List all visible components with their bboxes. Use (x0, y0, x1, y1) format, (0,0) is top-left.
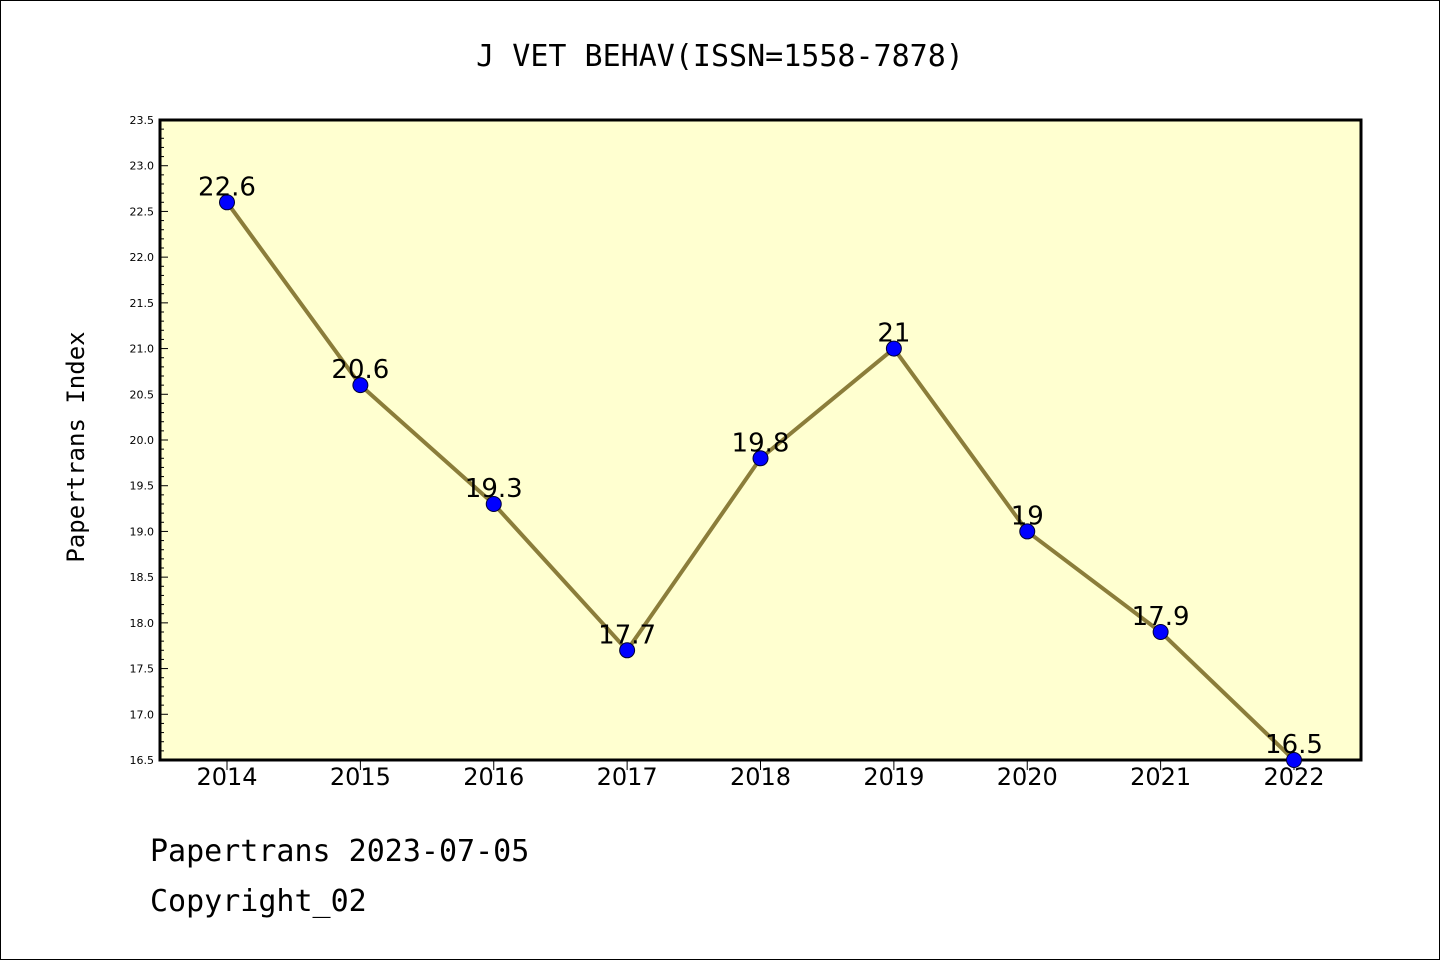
y-tick-label: 20.5 (130, 388, 155, 401)
data-label: 16.5 (1265, 730, 1323, 760)
data-points (219, 194, 1302, 768)
data-labels: 22.6 20.6 19.3 17.7 19.8 21 19 17.9 16.5 (198, 172, 1323, 760)
data-point (1286, 752, 1302, 768)
data-point (485, 496, 502, 512)
y-tick-label: 17.0 (130, 708, 155, 721)
y-tick-label: 17.5 (130, 663, 155, 676)
data-label: 19.8 (732, 428, 790, 458)
y-tick-label: 22.0 (130, 251, 155, 264)
data-point (1019, 523, 1036, 540)
x-tick-label: 2017 (597, 763, 658, 791)
footer-date: Papertrans 2023-07-05 (150, 834, 530, 869)
footer-copyright: Copyright_02 (150, 884, 367, 919)
data-label: 17.9 (1132, 602, 1190, 632)
y-tick-label: 22.5 (130, 205, 155, 218)
y-tick-label: 20.0 (130, 434, 155, 447)
x-tick-label: 2020 (997, 763, 1058, 791)
x-tick-label: 2016 (463, 763, 524, 791)
y-tick-label: 18.0 (130, 617, 155, 630)
y-tick-label: 23.5 (130, 114, 155, 127)
y-tick-label: 21.0 (130, 343, 155, 356)
x-tick-label: 2015 (330, 763, 391, 791)
data-point (352, 377, 369, 394)
data-label: 21 (877, 319, 910, 349)
chart-title: J VET BEHAV(ISSN=1558-7878) (476, 39, 964, 74)
y-tick-label: 19.0 (130, 525, 155, 538)
y-tick-label: 18.5 (130, 571, 155, 584)
data-point (219, 194, 235, 211)
data-label: 19 (1011, 501, 1044, 531)
y-tick-label: 16.5 (130, 754, 155, 767)
data-label: 19.3 (465, 474, 523, 504)
data-point (752, 450, 769, 467)
data-point (619, 642, 636, 659)
x-tick-label: 2018 (730, 763, 791, 791)
data-point (1152, 624, 1169, 640)
y-axis-ticks: 16.5 17.0 17.5 18.0 18.5 19.0 19.5 20.0 20.5 21.0… (130, 114, 168, 767)
y-tick-label: 23.0 (130, 160, 155, 173)
data-label: 22.6 (198, 172, 256, 202)
y-tick-label: 21.5 (130, 297, 155, 310)
data-label: 17.7 (598, 620, 656, 650)
x-tick-label: 2019 (863, 763, 924, 791)
plot-area (158, 118, 1363, 762)
y-tick-label: 19.5 (130, 480, 155, 493)
data-point (885, 340, 902, 357)
x-axis-ticks: 2014 2015 2016 2017 2018 2019 2020 2021 2022 (196, 760, 1325, 791)
y-axis-label: Papertrans Index (62, 331, 90, 562)
data-label: 20.6 (331, 355, 389, 385)
x-tick-label: 2021 (1130, 763, 1191, 791)
x-tick-label: 2014 (196, 763, 257, 791)
